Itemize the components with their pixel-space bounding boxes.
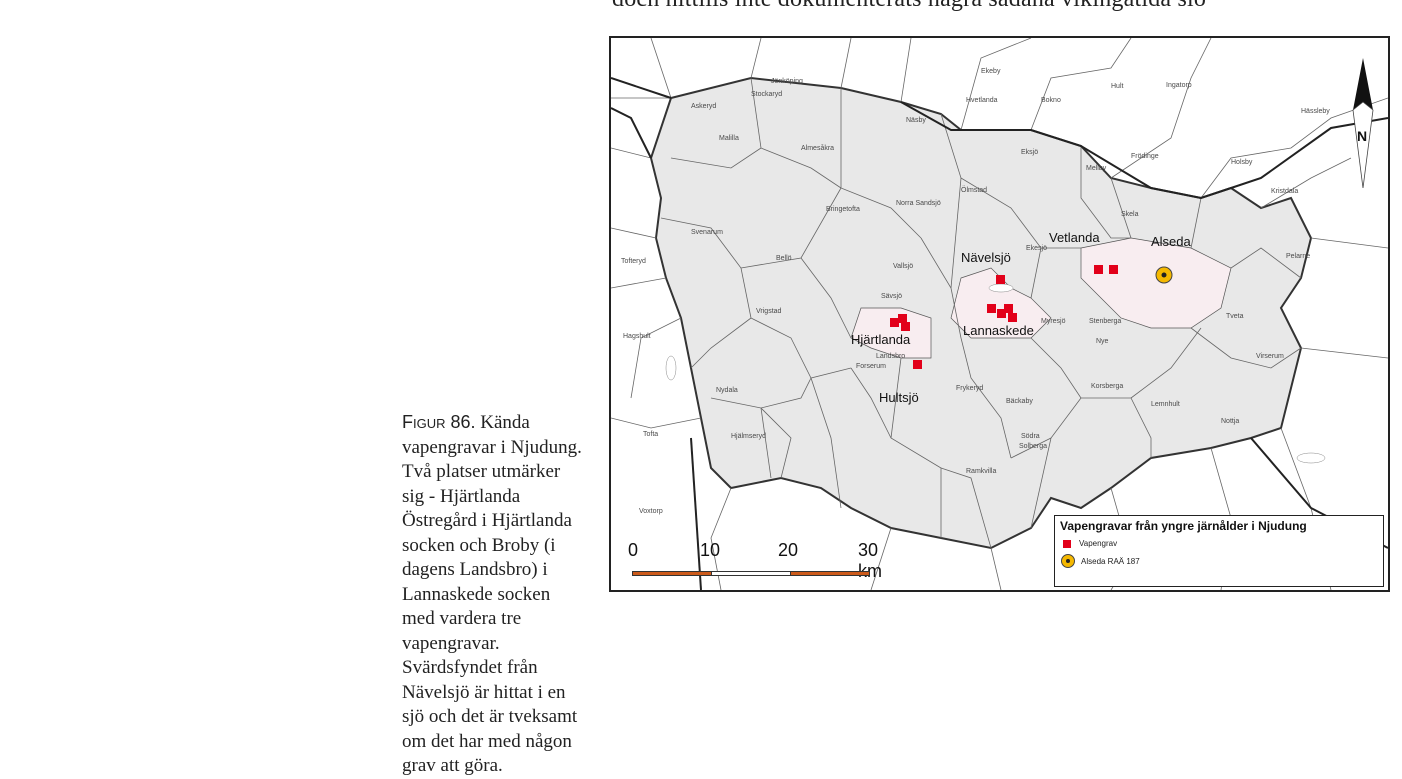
svg-text:Myresjö: Myresjö [1041,318,1066,325]
svg-text:Tofteryd: Tofteryd [621,258,646,265]
svg-text:Stockaryd: Stockaryd [751,91,782,98]
svg-text:Virserum: Virserum [1256,353,1284,360]
town-label-hultsjo: Hultsjö [879,390,919,405]
svg-text:Mellby: Mellby [1086,165,1107,172]
svg-text:Hvetlanda: Hvetlanda [966,97,998,104]
svg-text:Frykeryd: Frykeryd [956,385,983,392]
svg-text:Kristdala: Kristdala [1271,188,1298,195]
figure-caption-text: Kända vapengravar i Njudung. Två platser… [402,412,582,776]
svg-text:Svenarum: Svenarum [691,229,723,236]
svg-text:Lemnhult: Lemnhult [1151,401,1180,408]
svg-text:Stenberga: Stenberga [1089,318,1121,325]
svg-text:Hjälmseryd: Hjälmseryd [731,433,766,440]
figure-caption-label: Figur 86. [402,412,476,432]
weapon-grave-marker [1094,265,1103,274]
svg-text:Skela: Skela [1121,211,1139,218]
svg-text:Pelarne: Pelarne [1286,253,1310,260]
scale-segment [711,571,791,576]
north-arrow-icon [1353,58,1373,110]
svg-text:Ölmstad: Ölmstad [961,186,987,194]
svg-text:Ramkvilla: Ramkvilla [966,468,996,475]
svg-text:Vrigstad: Vrigstad [756,308,782,315]
map-svg: Askeryd Malilla Almesåkra Näsby Jönköpin… [610,37,1389,591]
red-square-icon [1063,539,1071,548]
svg-text:Solberga: Solberga [1019,443,1047,450]
town-label-hjartlanda: Hjärtlanda [851,332,911,347]
svg-text:Askeryd: Askeryd [691,103,716,110]
svg-text:Malilla: Malilla [719,135,739,142]
svg-text:Hult: Hult [1111,83,1124,90]
parish-labels: Askeryd Malilla Almesåkra Näsby Jönköpin… [621,68,1330,515]
weapon-grave-marker [996,275,1005,284]
weapon-grave-marker [997,309,1006,318]
weapon-grave-marker [1004,304,1013,313]
svg-text:Voxtorp: Voxtorp [639,508,663,515]
svg-text:Hagshult: Hagshult [623,333,651,340]
svg-text:Tveta: Tveta [1226,313,1244,320]
alseda-raa-187-marker [1155,266,1173,284]
svg-text:Hässleby: Hässleby [1301,108,1330,115]
svg-text:Frödinge: Frödinge [1131,153,1159,160]
svg-text:Eksjö: Eksjö [1021,149,1038,156]
svg-text:Nottja: Nottja [1221,418,1239,425]
svg-text:Jönköping: Jönköping [771,78,803,85]
scale-label-30: 30 km [858,540,882,581]
scale-label-0: 0 [628,540,639,560]
town-label-alseda: Alseda [1151,234,1192,249]
scale-label-20: 20 [778,540,799,560]
parish-boundaries [660,77,1302,549]
svg-text:Almesåkra: Almesåkra [801,144,834,152]
svg-text:Nye: Nye [1096,338,1109,345]
legend-item-label: Alseda RAÄ 187 [1081,556,1140,566]
weapon-grave-markers [890,265,1118,369]
svg-text:Norra Sandsjö: Norra Sandsjö [896,200,941,207]
svg-text:Ingatorp: Ingatorp [1166,82,1192,89]
yellow-circle-icon [1061,554,1075,568]
svg-text:Bringetofta: Bringetofta [826,206,860,213]
lake-shapes [665,283,1326,464]
svg-text:Holsby: Holsby [1231,159,1253,166]
legend-item-weapon-grave: Vapengrav [1063,539,1383,548]
weapon-grave-marker [1008,313,1017,322]
svg-text:Sävsjö: Sävsjö [881,293,902,300]
svg-text:Bokno: Bokno [1041,97,1061,104]
map-legend: Vapengravar från yngre järnålder i Njudu… [1054,515,1384,587]
svg-text:Ekesjö: Ekesjö [1026,245,1047,252]
highlight-area [850,307,932,359]
weapon-grave-marker [987,304,996,313]
figure-caption: Figur 86. Kända vapengravar i Njudung. T… [402,410,584,779]
legend-title: Vapengravar från yngre järnålder i Njudu… [1060,519,1307,533]
town-labels: Nävelsjö Vetlanda Alseda Hjärtlanda Lann… [851,230,1192,405]
map-frame: Askeryd Malilla Almesåkra Näsby Jönköpin… [609,36,1390,592]
svg-text:Bäckaby: Bäckaby [1006,398,1033,405]
svg-text:Vallsjö: Vallsjö [893,263,913,270]
scale-label-10: 10 [700,540,721,560]
town-label-lannaskede: Lannaskede [963,323,1034,338]
legend-item-alseda: Alseda RAÄ 187 [1061,554,1383,568]
scale-segment [790,571,870,576]
town-label-vetlanda: Vetlanda [1049,230,1100,245]
svg-text:Forserum: Forserum [856,363,886,370]
svg-text:Näsby: Näsby [906,117,926,124]
body-text-line: doch hittills inte dokumenterats några s… [612,0,1206,13]
weapon-grave-marker [901,322,910,331]
scale-segment [632,571,712,576]
weapon-grave-marker [1109,265,1118,274]
svg-text:Södra: Södra [1021,433,1040,440]
svg-text:Korsberga: Korsberga [1091,383,1123,390]
town-label-navelsjo: Nävelsjö [961,250,1011,265]
weapon-grave-marker [913,360,922,369]
north-label: N [1357,128,1367,144]
svg-text:Nydala: Nydala [716,387,738,394]
svg-text:Ekeby: Ekeby [981,68,1001,75]
legend-item-label: Vapengrav [1079,539,1118,548]
north-arrow: N [1352,58,1374,189]
svg-text:Bellö: Bellö [776,255,792,262]
svg-text:Landsbro: Landsbro [876,353,905,360]
svg-text:Tofta: Tofta [643,431,658,438]
weapon-grave-marker [898,314,907,323]
weapon-grave-marker [890,318,899,327]
